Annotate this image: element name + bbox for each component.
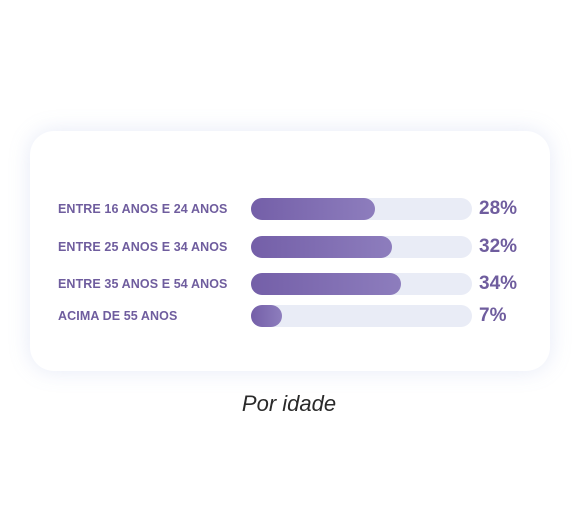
value-label: 28% (479, 198, 518, 219)
bar (251, 198, 375, 220)
category-label: ENTRE 25 ANOS E 34 ANOS (58, 240, 228, 254)
category-label: ENTRE 35 ANOS E 54 ANOS (58, 277, 228, 291)
bar (251, 273, 401, 295)
age-distribution-card: ENTRE 16 ANOS E 24 ANOS 28% ENTRE 25 ANOS … (30, 131, 550, 371)
bar-row: ENTRE 25 ANOS E 34 ANOS 32% (30, 236, 550, 258)
bar (251, 236, 392, 258)
bar-track (251, 305, 472, 327)
bar-track (251, 273, 472, 295)
bar-row: ACIMA DE 55 ANOS 7% (30, 305, 550, 327)
bar-row: ENTRE 35 ANOS E 54 ANOS 34% (30, 273, 550, 295)
category-label: ACIMA DE 55 ANOS (58, 309, 178, 323)
bar-row: ENTRE 16 ANOS E 24 ANOS 28% (30, 198, 550, 220)
value-label: 34% (479, 273, 518, 294)
category-label: ENTRE 16 ANOS E 24 ANOS (58, 202, 228, 216)
bar (251, 305, 282, 327)
chart-caption: Por idade (241, 391, 337, 416)
bar-track (251, 198, 472, 220)
bar-track (251, 236, 472, 258)
value-label: 7% (479, 305, 507, 326)
value-label: 32% (479, 236, 518, 257)
